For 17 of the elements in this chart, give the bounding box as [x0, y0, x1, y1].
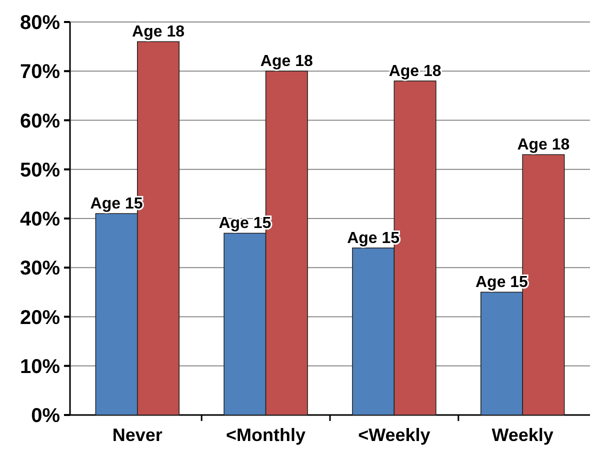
text: Age 18	[517, 136, 570, 154]
y-tick-label: 0%	[31, 405, 60, 427]
y-tick-label: 80%	[20, 12, 60, 34]
y-tick-label: 50%	[20, 159, 60, 182]
x-tick-label: Never	[112, 425, 162, 445]
x-tick-label: Weekly	[492, 425, 554, 445]
y-tick-label: 70%	[20, 61, 60, 84]
text: Age 18	[388, 62, 442, 80]
text: Age 18	[260, 53, 313, 70]
y-tick-label: 60%	[20, 110, 60, 132]
y-tick-label: 20%	[20, 306, 60, 329]
x-tick-label: <Monthly	[226, 425, 306, 445]
y-tick-label: 10%	[20, 356, 60, 378]
x-tick-label: <Weekly	[358, 425, 430, 445]
series-label: Age 18	[132, 24, 185, 41]
y-tick-label: 40%	[20, 208, 60, 230]
y-tick-label: 30%	[20, 258, 60, 280]
